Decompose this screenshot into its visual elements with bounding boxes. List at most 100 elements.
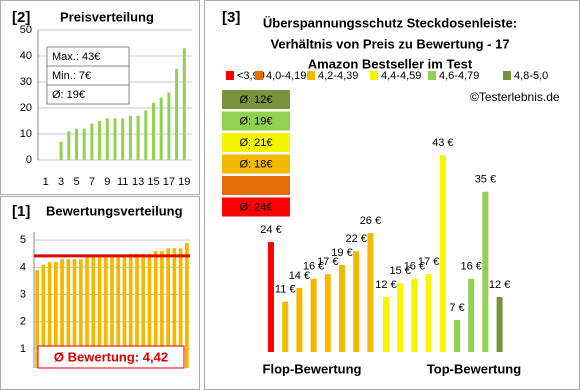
bar [172, 248, 177, 368]
bar [98, 121, 102, 160]
x-tick-label: 1 [43, 176, 49, 188]
top-label: Top-Bewertung [427, 361, 521, 376]
x-tick-label: 19 [178, 176, 190, 188]
bar [113, 118, 117, 160]
y-tick-label: 0 [26, 154, 32, 166]
bar [144, 110, 148, 160]
bar [122, 256, 127, 368]
chart-title: Verhältnis von Preis zu Bewertung - 17 [270, 36, 509, 51]
bar [166, 248, 171, 368]
average-label: Ø: 21€ [239, 137, 272, 149]
legend-label: 4,8-5,0 [514, 70, 548, 82]
panel-frame [0, 0, 200, 195]
average-box [222, 176, 290, 195]
legend-swatch [370, 71, 378, 80]
bar [91, 256, 96, 368]
x-tick-label: 5 [73, 176, 79, 188]
bar [121, 118, 125, 160]
value-label: 22 € [345, 233, 366, 245]
panel-title: Preisverteilung [60, 9, 154, 24]
bar [141, 253, 146, 368]
value-label: 12 € [489, 279, 510, 291]
bar [159, 97, 163, 160]
bar [439, 155, 446, 352]
panel-number: [2] [12, 9, 30, 26]
bar [185, 242, 189, 368]
x-tick-label: 15 [147, 176, 159, 188]
value-label: 16 € [303, 261, 324, 273]
value-label: 35 € [475, 174, 496, 186]
bar [82, 128, 86, 160]
value-label: 15 € [389, 265, 410, 277]
legend-swatch [255, 71, 263, 80]
panel-number: [1] [12, 203, 30, 220]
average-label: Ø: 24€ [239, 201, 272, 213]
bar [116, 256, 121, 368]
y-tick-label: 50 [20, 24, 32, 36]
x-tick-label: 3 [58, 176, 64, 188]
y-tick-label: 30 [20, 76, 32, 88]
bar [110, 256, 114, 368]
value-label: 43 € [432, 137, 453, 149]
y-tick-label: 10 [20, 128, 32, 140]
bar [425, 274, 432, 352]
bar [353, 251, 360, 352]
legend-label: 4,6-4,79 [439, 70, 479, 82]
bar [78, 259, 83, 368]
average-label: Ø: 19€ [239, 115, 272, 127]
y-tick-label: 5 [20, 234, 26, 246]
x-tick-label: 9 [104, 176, 110, 188]
bar [152, 102, 155, 160]
copyright: ©Testerlebnis.de [470, 90, 560, 104]
average-box [222, 197, 290, 217]
bar [67, 131, 71, 160]
stats-text: Min.: 7€ [52, 70, 91, 82]
legend-swatch [428, 71, 436, 80]
chart-title: Überspannungsschutz Steckdosenleiste: [263, 15, 517, 30]
bar [41, 264, 46, 368]
bar [97, 256, 102, 368]
x-tick-label: 17 [163, 176, 175, 188]
mean-box [37, 345, 185, 369]
bar [175, 69, 179, 160]
average-box [222, 133, 290, 152]
value-label: 24 € [260, 224, 281, 236]
bar [178, 248, 183, 368]
average-box [222, 111, 290, 131]
panel-title: Bewertungsverteilung [46, 203, 183, 218]
legend-label: 4,4-4,59 [381, 70, 421, 82]
bar [383, 297, 389, 352]
bar [411, 278, 418, 352]
y-tick-label: 3 [20, 288, 26, 300]
value-label: 26 € [360, 215, 381, 227]
bar [59, 141, 63, 160]
average-box [222, 90, 290, 109]
stats-text: Ø: 19€ [52, 89, 85, 101]
average-label: Ø: 18€ [239, 158, 272, 170]
y-tick-label: 40 [20, 50, 32, 62]
bar [72, 259, 77, 368]
bar [296, 287, 303, 352]
y-tick-label: 20 [20, 102, 32, 114]
value-label: 17 € [317, 256, 338, 268]
bar [167, 92, 171, 160]
bar [75, 128, 78, 160]
bar [136, 115, 140, 160]
y-tick-label: 2 [20, 316, 26, 328]
legend-swatch [503, 71, 511, 80]
bar [468, 278, 475, 352]
bar [103, 256, 108, 368]
legend-swatch [226, 71, 234, 80]
bar [60, 259, 64, 368]
x-tick-label: 7 [89, 176, 95, 188]
y-tick-label: 1 [20, 343, 26, 355]
bar [482, 191, 489, 352]
bar [66, 259, 71, 368]
bar [268, 242, 274, 352]
bar [85, 256, 89, 368]
chart-title: Amazon Bestseller im Test [308, 56, 473, 71]
bar [182, 48, 186, 161]
average-label: Ø: 12€ [239, 94, 272, 106]
x-tick-label: 13 [132, 176, 144, 188]
